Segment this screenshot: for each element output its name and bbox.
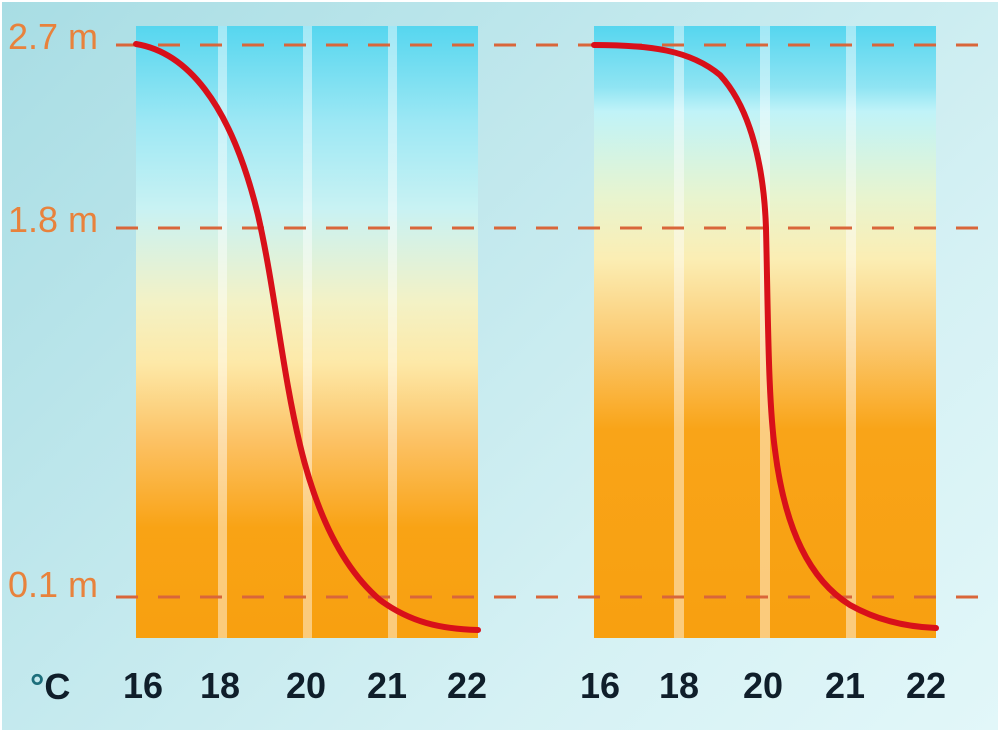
x-tick-20: 20 bbox=[286, 665, 326, 706]
x-tick-16: 16 bbox=[123, 665, 163, 706]
left-temperature-curve bbox=[133, 41, 481, 633]
degree-symbol: ° bbox=[30, 666, 44, 707]
y-label-2-7m: 2.7 m bbox=[8, 16, 98, 57]
x-tick-21: 21 bbox=[367, 665, 407, 706]
right-chart-panel bbox=[594, 26, 936, 638]
right-gradient-background bbox=[594, 26, 936, 638]
x-tick-22: 22 bbox=[906, 665, 946, 706]
left-chart-panel bbox=[136, 26, 478, 638]
y-label-0-1m: 0.1 m bbox=[8, 564, 98, 605]
y-label-1-8m: 1.8 m bbox=[8, 199, 98, 240]
x-tick-18: 18 bbox=[659, 665, 699, 706]
x-tick-21: 21 bbox=[825, 665, 865, 706]
right-temperature-curve bbox=[591, 42, 939, 631]
left-x-axis-labels: 16 18 20 21 22 bbox=[123, 665, 487, 706]
left-column-separators bbox=[218, 26, 397, 638]
x-tick-18: 18 bbox=[200, 665, 240, 706]
right-x-axis-labels: 16 18 20 21 22 bbox=[580, 665, 946, 706]
x-unit-label: °C bbox=[30, 666, 70, 707]
x-tick-22: 22 bbox=[447, 665, 487, 706]
x-tick-16: 16 bbox=[580, 665, 620, 706]
x-tick-20: 20 bbox=[743, 665, 783, 706]
left-gradient-background bbox=[136, 26, 478, 638]
right-column-separators bbox=[674, 26, 856, 638]
